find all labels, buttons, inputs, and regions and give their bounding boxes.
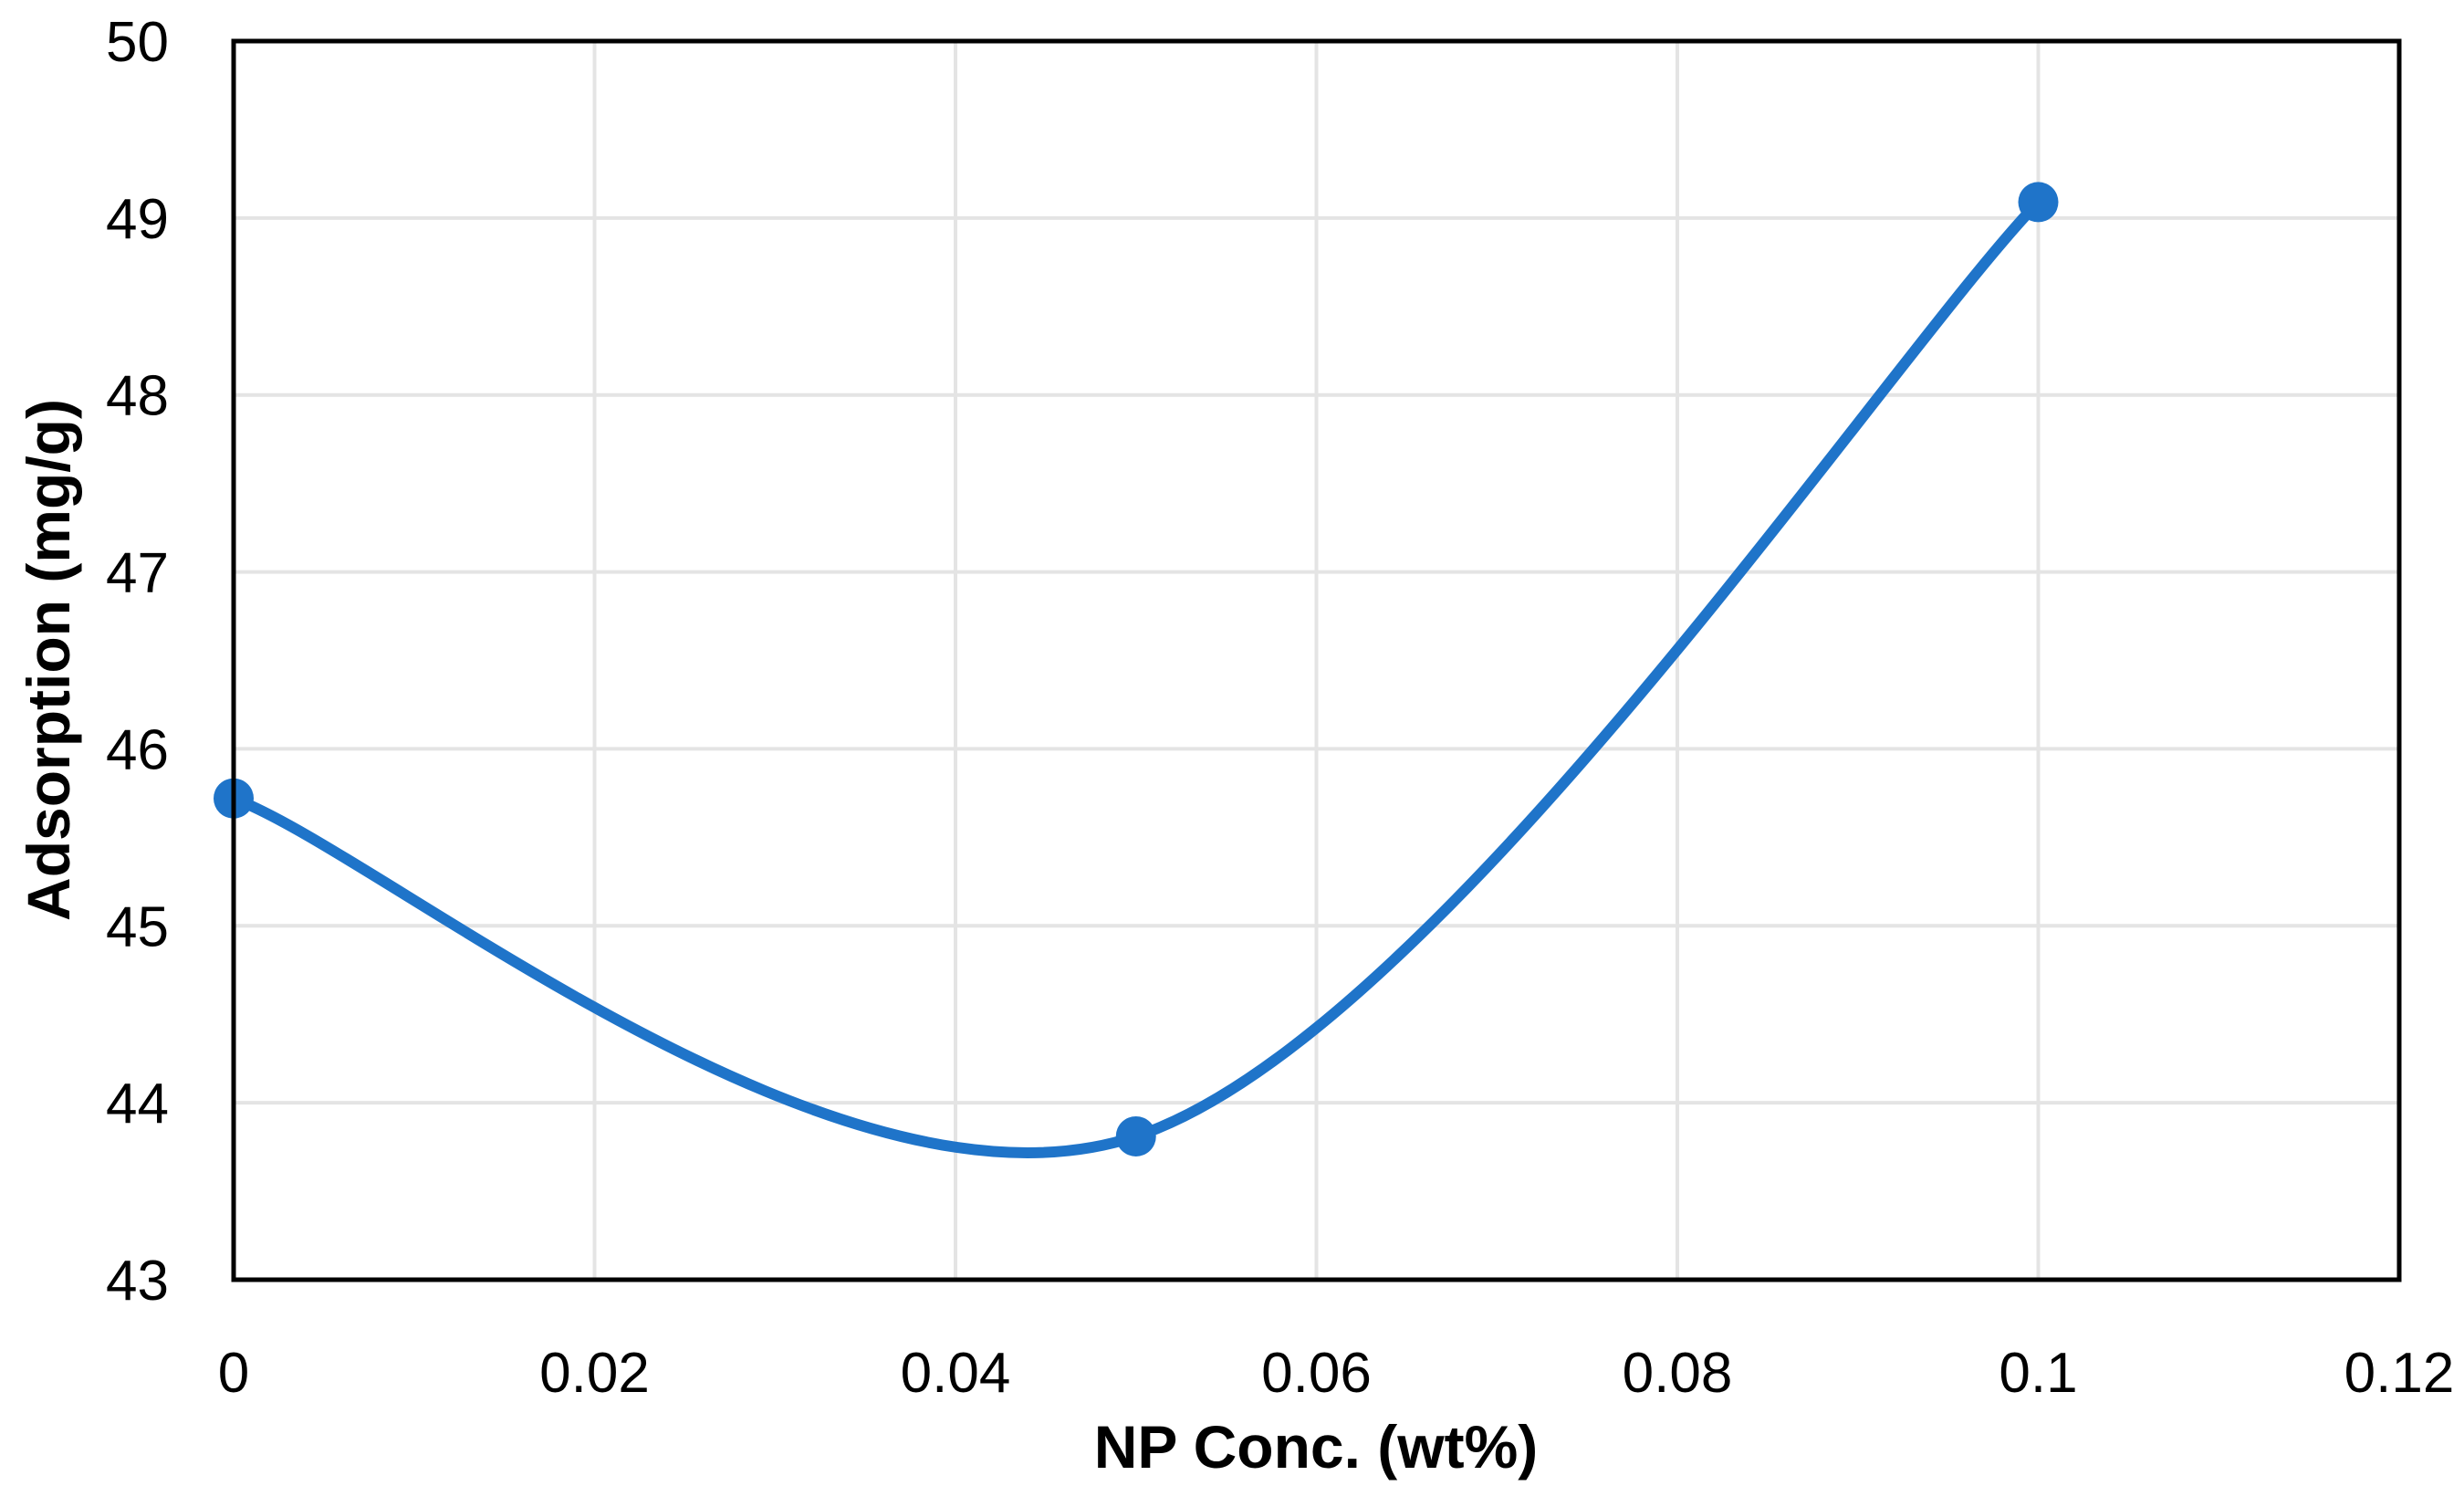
grid [234,41,2399,1280]
x-tick-label: 0.12 [2344,1342,2455,1405]
y-tick-label: 46 [106,718,169,781]
y-tick-labels: 43 44 45 46 47 48 49 50 [106,11,169,1313]
series-layer [214,182,2059,1159]
y-tick-label: 48 [106,365,169,428]
y-tick-label: 44 [106,1073,169,1135]
x-tick-label: 0.1 [1999,1342,2077,1405]
data-point [1115,1115,1156,1156]
data-point [2018,182,2059,223]
y-axis-title: Adsorption (mg/g) [15,399,82,921]
y-tick-label: 50 [106,11,169,74]
x-tick-label: 0.08 [1623,1342,1733,1405]
y-tick-label: 49 [106,188,169,251]
x-tick-label: 0.04 [901,1342,1011,1405]
series-line-0 [228,196,2044,1159]
x-axis-title: NP Conc. (wt%) [1094,1413,1538,1481]
x-tick-label: 0 [218,1342,249,1405]
y-tick-label: 47 [106,542,169,605]
y-tick-label: 43 [106,1250,169,1313]
x-tick-label: 0.06 [1261,1342,1372,1405]
y-tick-label: 45 [106,895,169,958]
plot-frame [231,38,2402,1282]
x-tick-label: 0.02 [539,1342,650,1405]
x-tick-labels: 0 0.02 0.04 0.06 0.08 0.1 0.12 [218,1342,2455,1405]
